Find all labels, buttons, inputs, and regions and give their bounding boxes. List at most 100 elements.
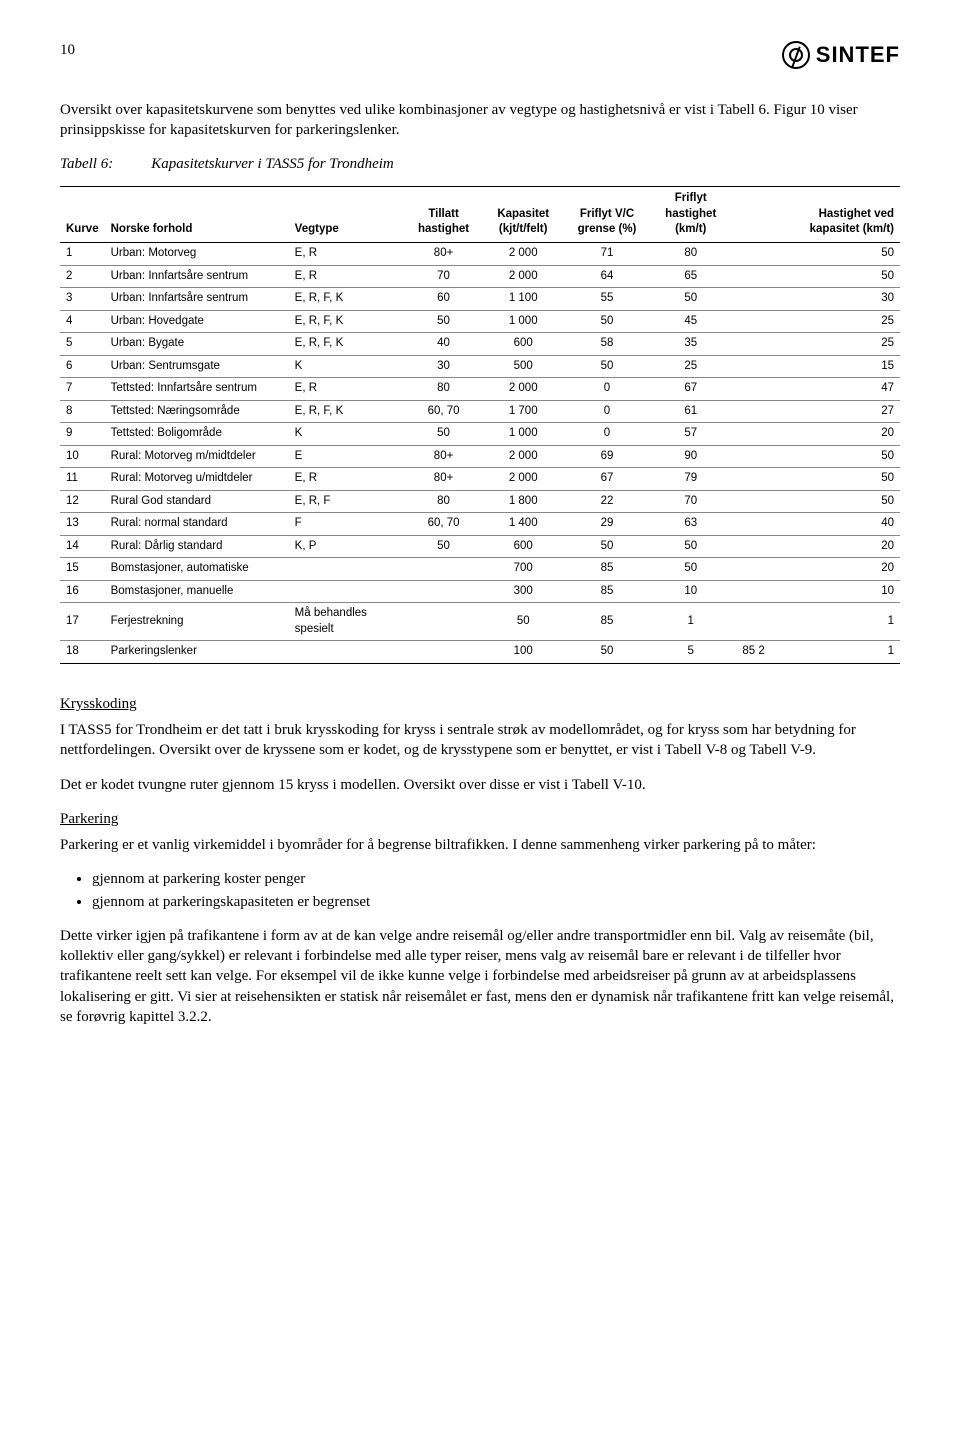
table-row: 15Bomstasjoner, automatiske700855020 [60,558,900,581]
table-cell: 9 [60,423,105,446]
table-cell: 80 [649,242,733,265]
table-cell: 85 [565,580,649,603]
krysskoding-p2: Det er kodet tvungne ruter gjennom 15 kr… [60,775,900,795]
table-header-cell: Friflyt hastighet (km/t) [649,187,733,243]
table-caption: Tabell 6: Kapasitetskurver i TASS5 for T… [60,154,900,174]
logo-text: SINTEF [816,40,900,70]
table-header-cell: Vegtype [289,187,406,243]
table-cell: 80+ [406,468,481,491]
table-cell: 15 [774,355,900,378]
table-row: 18Parkeringslenker10050585 21 [60,641,900,664]
sintef-logo: SINTEF [782,40,900,70]
table-cell: 1 000 [481,423,565,446]
page-number: 10 [60,40,75,60]
table-cell: 500 [481,355,565,378]
table-cell: 71 [565,242,649,265]
table-cell: Urban: Hovedgate [105,310,289,333]
table-cell: Rural: Motorveg u/midtdeler [105,468,289,491]
table-cell: E, R [289,242,406,265]
table-row: 3Urban: Innfartsåre sentrumE, R, F, K601… [60,288,900,311]
table-cell [406,641,481,664]
table-cell: Urban: Innfartsåre sentrum [105,288,289,311]
table-cell [406,603,481,641]
table-row: 4Urban: HovedgateE, R, F, K501 000504525 [60,310,900,333]
table-cell: 0 [565,400,649,423]
table-cell [733,445,775,468]
table-cell: 63 [649,513,733,536]
table-cell [733,288,775,311]
table-cell: E, R, F, K [289,400,406,423]
capacity-table: KurveNorske forholdVegtypeTillatt hastig… [60,186,900,663]
table-cell: 60 [406,288,481,311]
table-cell: E, R, F, K [289,288,406,311]
table-cell: 45 [649,310,733,333]
table-cell [289,641,406,664]
table-cell: 70 [406,265,481,288]
table-body: 1Urban: MotorvegE, R80+2 0007180502Urban… [60,242,900,663]
table-cell: Urban: Motorveg [105,242,289,265]
table-cell: E, R [289,378,406,401]
table-cell: 14 [60,535,105,558]
parkering-p2: Dette virker igjen på trafikantene i for… [60,926,900,1027]
table-cell [733,310,775,333]
table-cell: Må behandles spesielt [289,603,406,641]
table-cell: 50 [649,558,733,581]
table-cell: K, P [289,535,406,558]
table-cell [733,535,775,558]
table-cell [733,603,775,641]
table-cell: 30 [774,288,900,311]
table-cell: 1 [649,603,733,641]
krysskoding-p1: I TASS5 for Trondheim er det tatt i bruk… [60,720,900,761]
table-cell: Rural God standard [105,490,289,513]
table-cell: 50 [565,310,649,333]
table-cell: 85 2 [733,641,775,664]
table-cell: 700 [481,558,565,581]
table-cell: K [289,423,406,446]
table-cell: 2 000 [481,445,565,468]
table-cell: 6 [60,355,105,378]
table-header-cell: Kapasitet (kjt/t/felt) [481,187,565,243]
table-cell: 0 [565,378,649,401]
table-cell: 1 100 [481,288,565,311]
table-cell: 2 000 [481,242,565,265]
table-cell: Parkeringslenker [105,641,289,664]
table-row: 12Rural God standardE, R, F801 800227050 [60,490,900,513]
table-cell: 10 [60,445,105,468]
table-cell: 69 [565,445,649,468]
table-cell: 1 [774,603,900,641]
parkering-p1: Parkering er et vanlig virkemiddel i byo… [60,835,900,855]
table-cell: 50 [774,265,900,288]
table-cell: 47 [774,378,900,401]
table-row: 9Tettsted: BoligområdeK501 00005720 [60,423,900,446]
table-cell: K [289,355,406,378]
table-cell: E, R [289,265,406,288]
table-cell: 20 [774,423,900,446]
table-row: 7Tettsted: Innfartsåre sentrumE, R802 00… [60,378,900,401]
table-caption-text: Kapasitetskurver i TASS5 for Trondheim [151,156,394,172]
table-cell: Bomstasjoner, automatiske [105,558,289,581]
table-cell: 55 [565,288,649,311]
table-cell: 12 [60,490,105,513]
table-row: 16Bomstasjoner, manuelle300851010 [60,580,900,603]
table-cell: Urban: Bygate [105,333,289,356]
table-cell: E [289,445,406,468]
intro-paragraph: Oversikt over kapasitetskurvene som beny… [60,100,900,141]
table-cell: 5 [60,333,105,356]
table-cell [733,333,775,356]
table-caption-label: Tabell 6: [60,154,140,174]
table-header-cell [733,187,775,243]
table-cell: 50 [565,641,649,664]
table-cell: 1 400 [481,513,565,536]
table-cell: 70 [649,490,733,513]
table-cell [733,355,775,378]
table-cell: 22 [565,490,649,513]
table-cell: E, R, F, K [289,310,406,333]
table-cell: 25 [774,333,900,356]
table-cell: 5 [649,641,733,664]
table-cell: 50 [774,468,900,491]
table-cell: 50 [565,355,649,378]
table-cell: 10 [649,580,733,603]
table-cell [733,558,775,581]
list-item: gjennom at parkeringskapasiteten er begr… [92,892,900,912]
parkering-bullets: gjennom at parkering koster pengergjenno… [92,869,900,912]
